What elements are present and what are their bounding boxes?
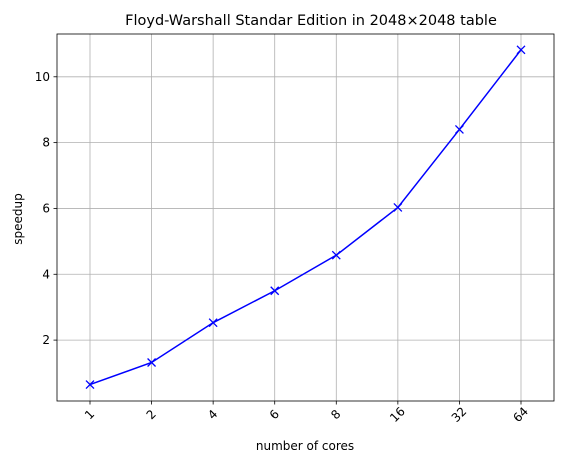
series-line xyxy=(89,49,522,386)
y-tick-label: 8 xyxy=(42,136,50,150)
x-axis-label: number of cores xyxy=(256,439,354,453)
data-point-marker xyxy=(85,380,95,390)
data-point-marker xyxy=(393,203,403,212)
chart-title: Floyd-Warshall Standar Edition in 2048×2… xyxy=(125,13,497,29)
y-axis-label: speedup xyxy=(11,193,25,244)
y-tick-label: 6 xyxy=(42,201,50,215)
data-point-marker xyxy=(208,318,218,328)
grid xyxy=(57,34,554,401)
data-point-marker xyxy=(331,250,341,260)
y-axis-ticks: 2 4 6 8 10 xyxy=(35,70,57,347)
data-point-marker xyxy=(454,124,464,134)
data-point-marker xyxy=(270,286,280,296)
y-tick-label: 4 xyxy=(42,267,50,281)
plot-frame xyxy=(56,33,555,402)
series-layer xyxy=(85,45,526,390)
y-tick-label: 10 xyxy=(35,70,50,84)
y-tick-label: 2 xyxy=(42,333,50,347)
data-point-marker xyxy=(516,45,526,55)
data-point-marker xyxy=(147,358,157,367)
